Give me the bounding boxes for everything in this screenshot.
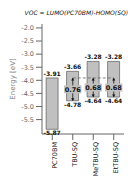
svg-text:-5.87: -5.87 xyxy=(43,129,60,136)
svg-text:TBU-SQ: TBU-SQ xyxy=(71,142,79,168)
svg-text:-3.0: -3.0 xyxy=(21,50,34,58)
svg-text:0.68: 0.68 xyxy=(85,84,102,92)
svg-text:-2.0: -2.0 xyxy=(21,24,34,32)
html-text:VOC = LUMO(PC70BM)-HOMO(SQ): VOC = LUMO(PC70BM)-HOMO(SQ) xyxy=(24,9,128,16)
svg-text:-3.5: -3.5 xyxy=(21,64,34,72)
svg-text:-4.64: -4.64 xyxy=(105,97,122,104)
svg-text:0.76: 0.76 xyxy=(65,86,82,94)
svg-text:-2.5: -2.5 xyxy=(21,37,34,45)
svg-text:-3.28: -3.28 xyxy=(105,53,122,60)
svg-text:-4.64: -4.64 xyxy=(84,97,101,104)
svg-text:-3.91: -3.91 xyxy=(43,70,60,77)
svg-text:-4.78: -4.78 xyxy=(64,101,81,108)
svg-text:Energy [eV]: Energy [eV] xyxy=(9,58,17,100)
svg-text:MeTBU-SQ: MeTBU-SQ xyxy=(92,142,100,176)
svg-text:-5.5: -5.5 xyxy=(21,116,34,124)
svg-text:-4.0: -4.0 xyxy=(21,77,34,85)
svg-text:-4.5: -4.5 xyxy=(21,90,34,98)
svg-text:-5.0: -5.0 xyxy=(21,103,34,111)
svg-text:0.68: 0.68 xyxy=(106,84,123,92)
svg-text:-3.28: -3.28 xyxy=(84,53,101,60)
svg-text:PC70BM: PC70BM xyxy=(51,142,59,169)
svg-text:-3.66: -3.66 xyxy=(64,63,81,70)
svg-text:EtTBU-SQ: EtTBU-SQ xyxy=(112,142,120,173)
